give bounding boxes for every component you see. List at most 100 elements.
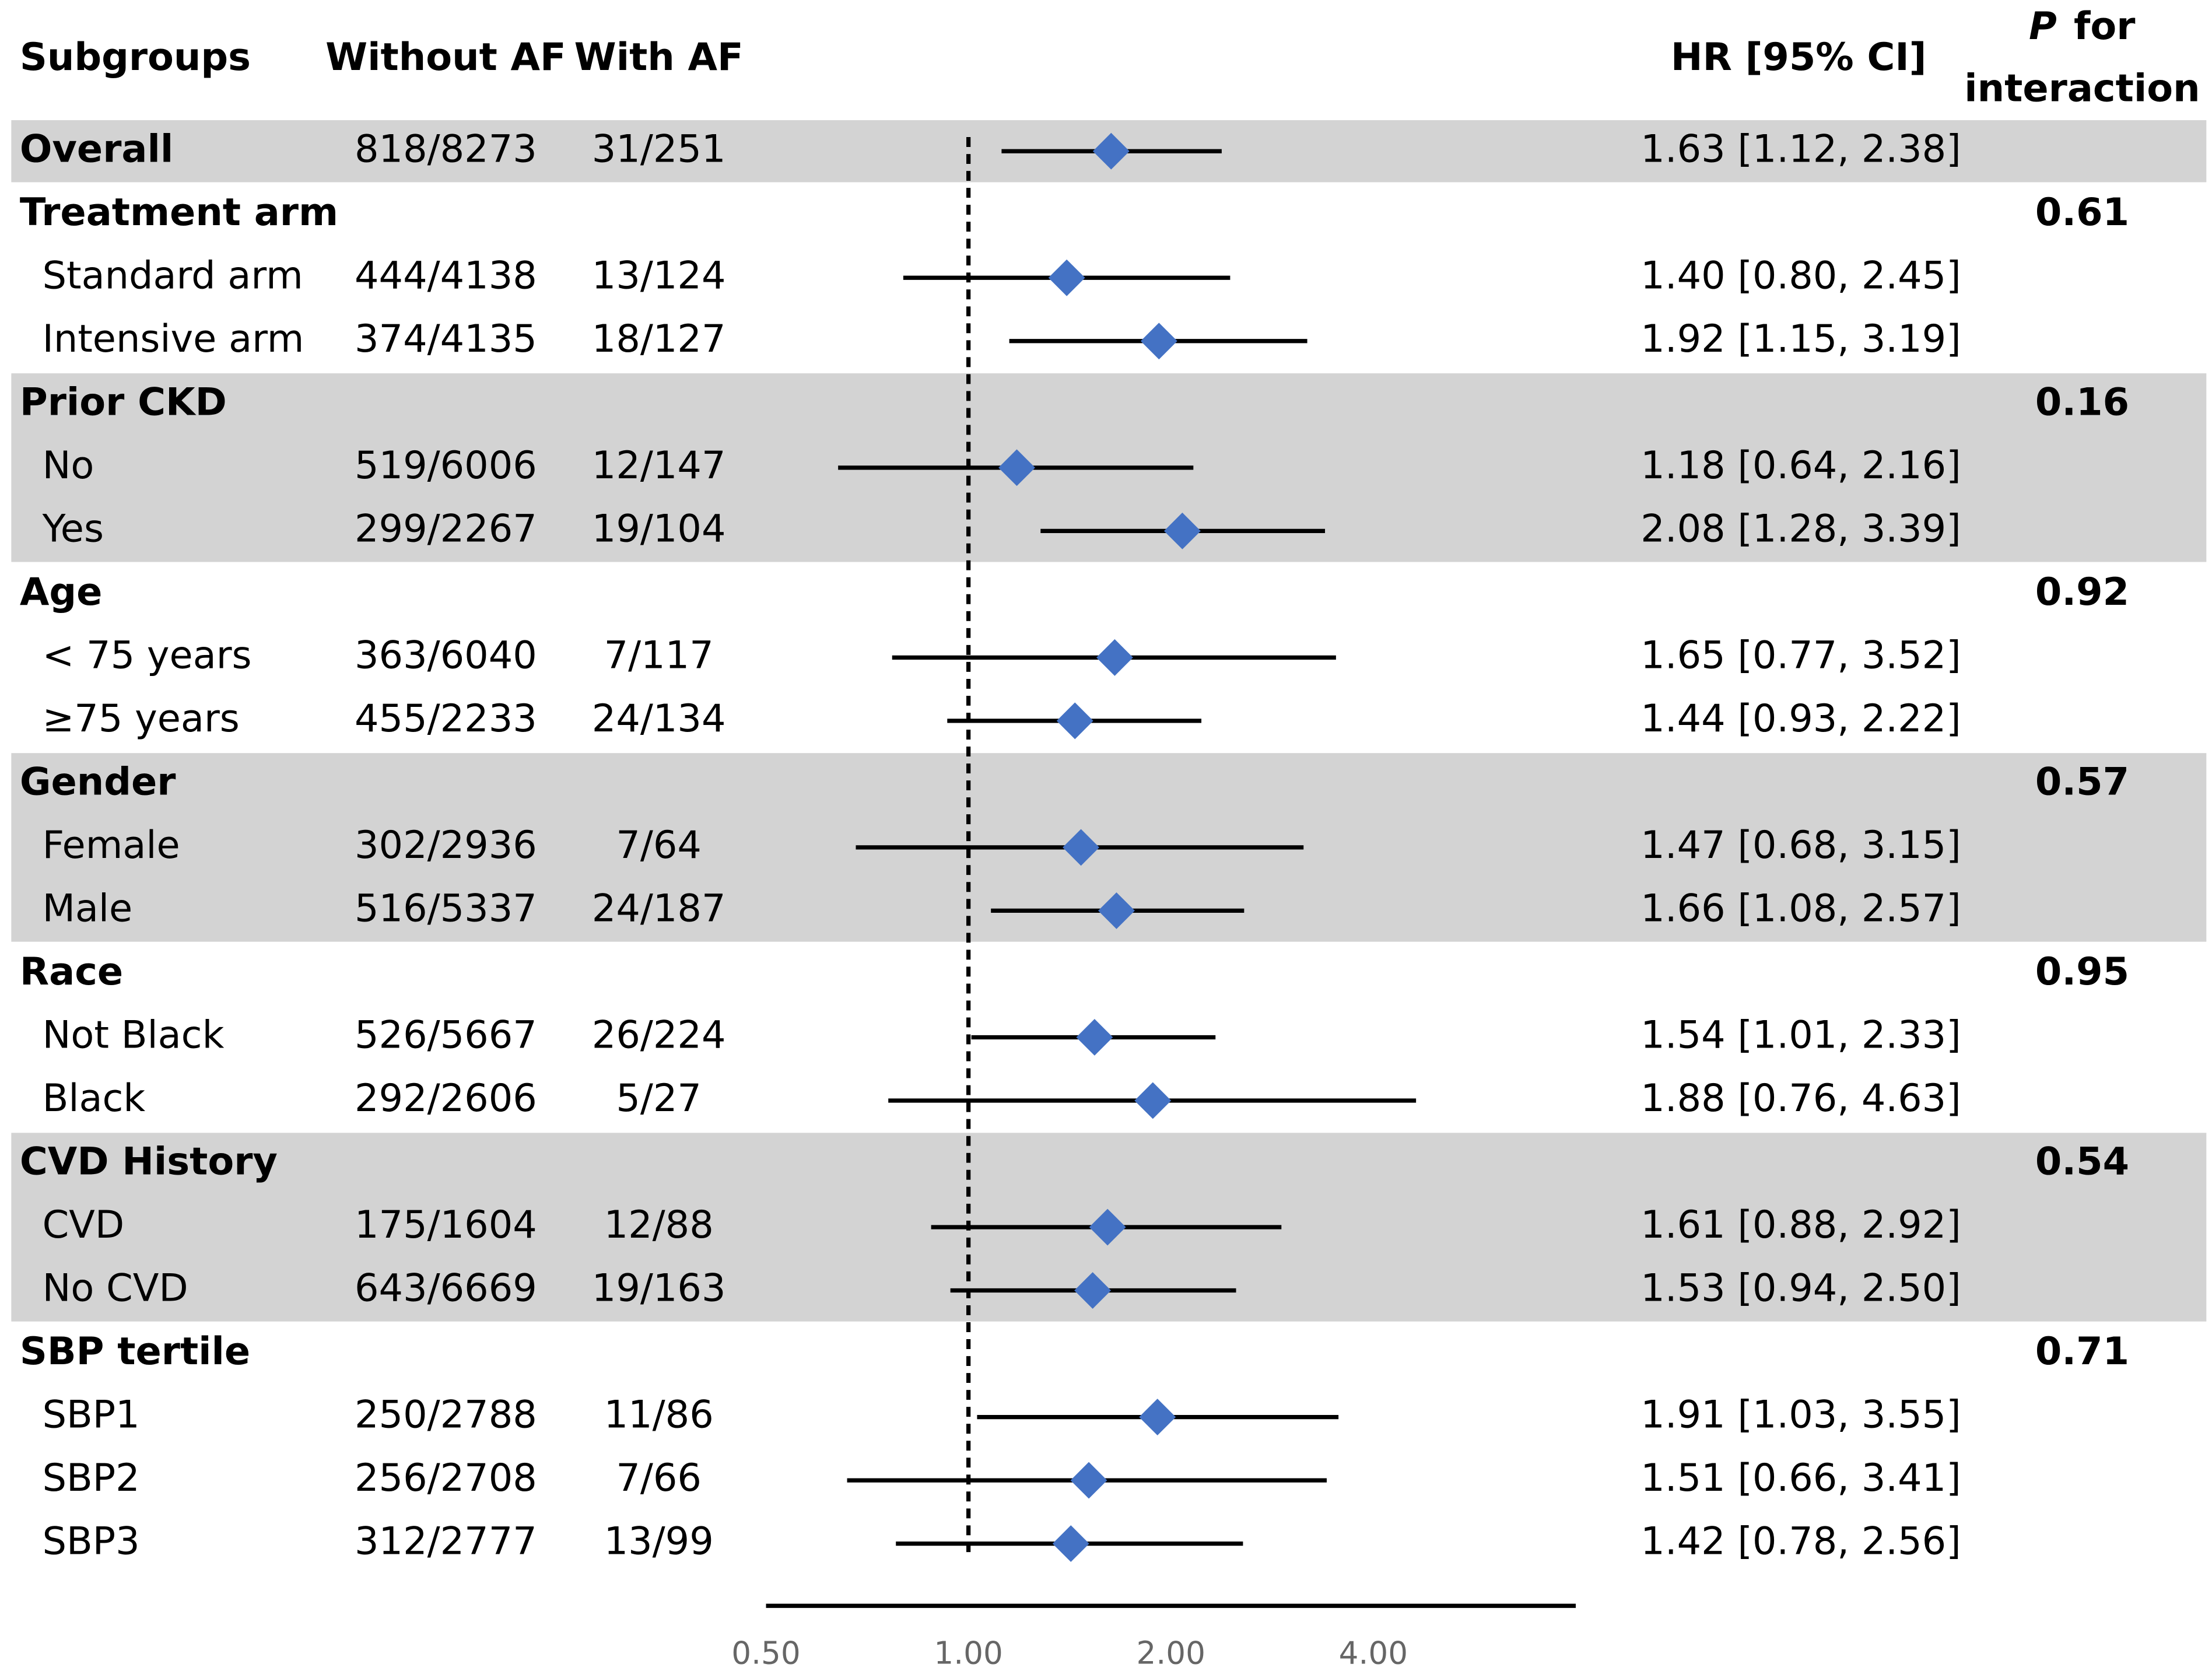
row-label: Yes bbox=[42, 506, 104, 551]
row-label: Intensive arm bbox=[43, 317, 304, 361]
with-af: 26/224 bbox=[592, 1013, 726, 1057]
with-af: 13/124 bbox=[592, 253, 726, 297]
hr-diamond bbox=[1048, 259, 1085, 296]
row-label: SBP3 bbox=[43, 1519, 140, 1564]
p-interaction: 0.71 bbox=[2035, 1329, 2129, 1374]
hr-diamond bbox=[1070, 1462, 1107, 1499]
p-interaction: 0.95 bbox=[2035, 950, 2129, 994]
with-af: 24/134 bbox=[592, 696, 726, 741]
hr-diamond bbox=[998, 449, 1035, 486]
header: for bbox=[2074, 4, 2136, 48]
row-label: CVD bbox=[43, 1203, 125, 1247]
hr-label: 1.63 [1.12, 2.38] bbox=[1640, 127, 1961, 171]
row-label: No bbox=[43, 443, 94, 488]
hr-label: 1.65 [0.77, 3.52] bbox=[1640, 633, 1961, 677]
without-af: 175/1604 bbox=[355, 1203, 537, 1247]
hr-label: 1.66 [1.08, 2.57] bbox=[1640, 886, 1961, 930]
without-af: 516/5337 bbox=[355, 886, 537, 930]
hr-label: 1.40 [0.80, 2.45] bbox=[1640, 253, 1961, 297]
hr-label: 1.47 [0.68, 3.15] bbox=[1640, 823, 1961, 867]
row-label: SBP tertile bbox=[20, 1329, 250, 1374]
hr-diamond bbox=[1163, 512, 1201, 549]
with-af: 13/99 bbox=[604, 1519, 714, 1564]
with-af: 19/104 bbox=[592, 506, 726, 551]
header: Without AF bbox=[325, 35, 566, 79]
hr-label: 1.44 [0.93, 2.22] bbox=[1640, 696, 1961, 741]
with-af: 12/147 bbox=[592, 443, 726, 488]
hr-diamond bbox=[1139, 1399, 1176, 1436]
with-af: 12/88 bbox=[604, 1203, 714, 1247]
with-af: 19/163 bbox=[592, 1266, 726, 1311]
header: With AF bbox=[574, 35, 744, 79]
without-af: 643/6669 bbox=[355, 1266, 537, 1311]
hr-diamond bbox=[1056, 702, 1093, 740]
row-label: No CVD bbox=[43, 1266, 188, 1311]
row-label: Treatment arm bbox=[20, 190, 338, 234]
without-af: 444/4138 bbox=[355, 253, 537, 297]
row-label: Age bbox=[20, 570, 103, 614]
hr-diamond bbox=[1052, 1525, 1089, 1563]
without-af: 312/2777 bbox=[355, 1519, 537, 1564]
with-af: 11/86 bbox=[604, 1393, 714, 1437]
x-tick-label: 2.00 bbox=[1137, 1635, 1205, 1672]
row-label: Not Black bbox=[43, 1013, 225, 1057]
hr-label: 1.54 [1.01, 2.33] bbox=[1640, 1013, 1961, 1057]
p-interaction: 0.16 bbox=[2035, 380, 2129, 424]
x-tick-label: 1.00 bbox=[934, 1635, 1002, 1672]
without-af: 519/6006 bbox=[355, 443, 537, 488]
hr-label: 1.51 [0.66, 3.41] bbox=[1640, 1456, 1961, 1500]
row-label: Black bbox=[43, 1076, 146, 1120]
row-label: SBP2 bbox=[43, 1456, 140, 1500]
with-af: 7/117 bbox=[604, 633, 714, 677]
row-label: CVD History bbox=[20, 1140, 278, 1184]
row-label: Standard arm bbox=[43, 253, 303, 297]
without-af: 256/2708 bbox=[355, 1456, 537, 1500]
row-label: Gender bbox=[20, 759, 176, 804]
hr-diamond bbox=[1134, 1082, 1172, 1119]
header: P bbox=[2029, 4, 2057, 48]
header: Subgroups bbox=[20, 35, 251, 79]
row-label: Female bbox=[43, 823, 180, 867]
without-af: 363/6040 bbox=[355, 633, 537, 677]
without-af: 299/2267 bbox=[355, 506, 537, 551]
with-af: 31/251 bbox=[592, 127, 726, 171]
row-label: Race bbox=[20, 950, 123, 994]
header: interaction bbox=[1964, 66, 2200, 110]
row-label: Male bbox=[43, 886, 133, 930]
hr-label: 1.53 [0.94, 2.50] bbox=[1640, 1266, 1961, 1311]
p-interaction: 0.54 bbox=[2035, 1140, 2129, 1184]
with-af: 18/127 bbox=[592, 317, 726, 361]
with-af: 7/64 bbox=[616, 823, 702, 867]
header: HR [95% CI] bbox=[1671, 35, 1927, 79]
without-af: 526/5667 bbox=[355, 1013, 537, 1057]
without-af: 455/2233 bbox=[355, 696, 537, 741]
row-label: ≥75 years bbox=[43, 696, 240, 741]
p-interaction: 0.92 bbox=[2035, 570, 2129, 614]
without-af: 374/4135 bbox=[355, 317, 537, 361]
hr-label: 1.61 [0.88, 2.92] bbox=[1640, 1203, 1961, 1247]
without-af: 818/8273 bbox=[355, 127, 537, 171]
hr-label: 1.91 [1.03, 3.55] bbox=[1640, 1393, 1961, 1437]
p-interaction: 0.57 bbox=[2035, 759, 2129, 804]
hr-diamond bbox=[1076, 1019, 1113, 1056]
without-af: 302/2936 bbox=[355, 823, 537, 867]
with-af: 7/66 bbox=[616, 1456, 702, 1500]
x-tick-label: 0.50 bbox=[731, 1635, 800, 1672]
with-af: 24/187 bbox=[592, 886, 726, 930]
hr-label: 2.08 [1.28, 3.39] bbox=[1640, 506, 1961, 551]
hr-diamond bbox=[1092, 132, 1130, 170]
without-af: 292/2606 bbox=[355, 1076, 537, 1120]
x-tick-label: 4.00 bbox=[1339, 1635, 1408, 1672]
hr-diamond bbox=[1096, 639, 1133, 676]
row-label: Prior CKD bbox=[20, 380, 227, 424]
hr-diamond bbox=[1063, 829, 1100, 866]
row-label: < 75 years bbox=[43, 633, 252, 677]
hr-label: 1.42 [0.78, 2.56] bbox=[1640, 1519, 1961, 1564]
hr-diamond bbox=[1140, 323, 1177, 360]
with-af: 5/27 bbox=[616, 1076, 702, 1120]
without-af: 250/2788 bbox=[355, 1393, 537, 1437]
hr-label: 1.88 [0.76, 4.63] bbox=[1640, 1076, 1961, 1120]
p-interaction: 0.61 bbox=[2035, 190, 2129, 234]
